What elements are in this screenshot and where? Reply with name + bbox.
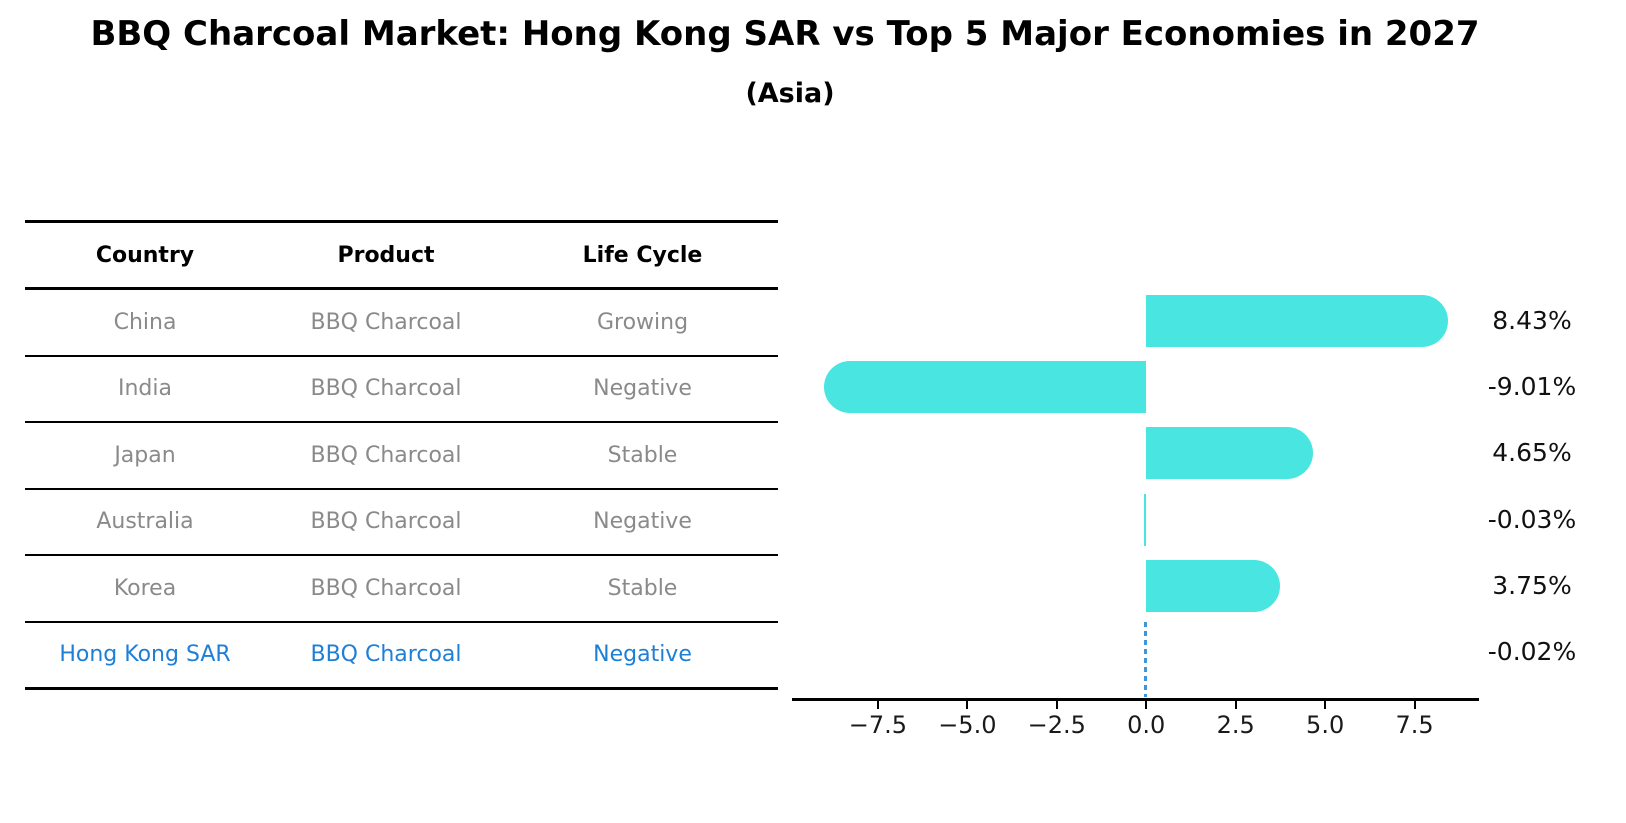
table-row: Australia BBQ Charcoal Negative (25, 488, 778, 556)
x-axis-tick (1324, 700, 1327, 709)
x-axis-tick-label: 5.0 (1306, 711, 1345, 739)
bar-japan (1146, 427, 1313, 479)
x-axis-tick (1413, 700, 1416, 709)
cell-country: China (25, 288, 265, 357)
cell-lifecycle: Negative (507, 355, 778, 423)
table-row: Japan BBQ Charcoal Stable (25, 422, 778, 490)
x-axis-tick-label: 0.0 (1127, 711, 1166, 739)
cell-product: BBQ Charcoal (265, 488, 507, 556)
x-axis-tick (1234, 700, 1237, 709)
bar-value-label: -9.01% (1487, 372, 1577, 401)
bar-value-label: 3.75% (1492, 571, 1572, 600)
table-row: China BBQ Charcoal Growing (25, 288, 778, 357)
cell-product: BBQ Charcoal (265, 621, 507, 690)
page-title: BBQ Charcoal Market: Hong Kong SAR vs To… (90, 14, 1480, 54)
x-axis-tick-label: −5.0 (938, 711, 997, 739)
cell-lifecycle: Growing (507, 288, 778, 357)
col-header-product: Product (265, 220, 507, 290)
bar-value-label: -0.03% (1487, 505, 1577, 534)
cell-product: BBQ Charcoal (265, 288, 507, 357)
cell-lifecycle: Stable (507, 422, 778, 490)
page-subtitle: (Asia) (745, 78, 835, 109)
cell-product: BBQ Charcoal (265, 555, 507, 623)
bar-australia (1144, 494, 1147, 546)
cell-product: BBQ Charcoal (265, 422, 507, 490)
cell-lifecycle: Negative (507, 488, 778, 556)
x-axis-tick (1145, 700, 1148, 709)
country-table: Country Product Life Cycle China BBQ Cha… (25, 220, 778, 690)
table-header-row: Country Product Life Cycle (25, 220, 778, 290)
bar-india (823, 361, 1147, 413)
cell-lifecycle: Negative (507, 621, 778, 690)
cell-country: India (25, 355, 265, 423)
x-axis-tick-label: −2.5 (1027, 711, 1086, 739)
table-row-highlight-hong-kong: Hong Kong SAR BBQ Charcoal Negative (25, 621, 778, 690)
table-row: Korea BBQ Charcoal Stable (25, 555, 778, 623)
cell-lifecycle: Stable (507, 555, 778, 623)
cell-country: Japan (25, 422, 265, 490)
highlight-dashed-line (1144, 622, 1148, 697)
x-axis-tick-label: −7.5 (848, 711, 908, 739)
x-axis-tick-label: 2.5 (1216, 711, 1255, 739)
bar-china (1146, 295, 1448, 347)
table-row: India BBQ Charcoal Negative (25, 355, 778, 423)
x-axis-line (792, 698, 1479, 701)
cell-country: Australia (25, 488, 265, 556)
bar-value-label: 8.43% (1492, 306, 1572, 335)
x-axis-tick-label: 7.5 (1395, 711, 1434, 739)
x-axis-tick (876, 700, 879, 709)
bar-value-label: 4.65% (1492, 438, 1572, 467)
col-header-lifecycle: Life Cycle (507, 220, 778, 290)
x-axis-tick (966, 700, 969, 709)
bar-korea (1146, 560, 1281, 612)
cell-product: BBQ Charcoal (265, 355, 507, 423)
col-header-country: Country (25, 220, 265, 290)
cell-country: Korea (25, 555, 265, 623)
x-axis-tick (1055, 700, 1058, 709)
cell-country: Hong Kong SAR (25, 621, 265, 690)
bar-value-label: -0.02% (1487, 637, 1577, 666)
